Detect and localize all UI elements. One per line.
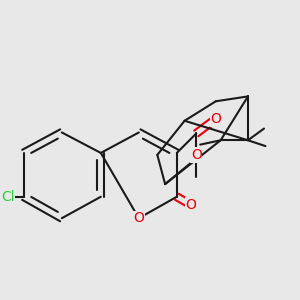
Text: Cl: Cl <box>1 190 15 204</box>
Text: O: O <box>191 148 202 162</box>
Text: O: O <box>210 112 221 126</box>
Text: O: O <box>134 211 144 225</box>
Text: O: O <box>185 198 196 212</box>
